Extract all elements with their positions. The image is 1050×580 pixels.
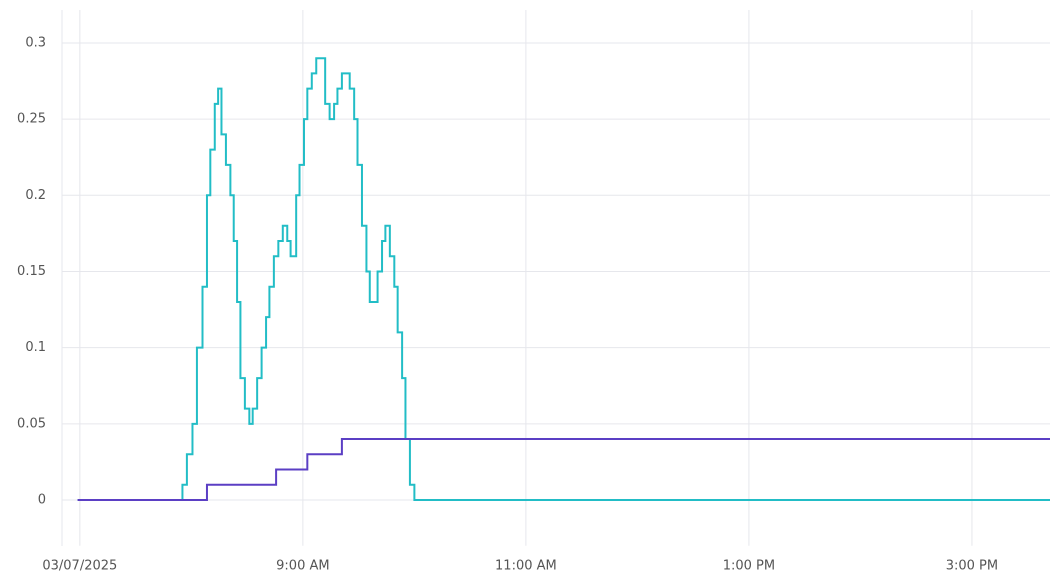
x-tick-label: 03/07/2025 — [42, 559, 117, 574]
y-tick-label: 0.25 — [17, 112, 46, 127]
y-tick-label: 0.05 — [17, 416, 46, 431]
y-tick-label: 0.2 — [25, 188, 46, 203]
series-line — [77, 57, 1050, 501]
x-tick-label: 9:00 AM — [276, 559, 329, 574]
y-tick-label: 0.3 — [25, 35, 46, 50]
y-tick-label: 0.1 — [25, 340, 46, 355]
x-tick-label: 3:00 PM — [946, 559, 998, 574]
series-line — [77, 438, 1050, 501]
y-tick-label: 0 — [38, 492, 46, 507]
x-tick-label: 11:00 AM — [495, 559, 557, 574]
x-tick-label: 1:00 PM — [723, 559, 775, 574]
y-tick-label: 0.15 — [17, 264, 46, 279]
